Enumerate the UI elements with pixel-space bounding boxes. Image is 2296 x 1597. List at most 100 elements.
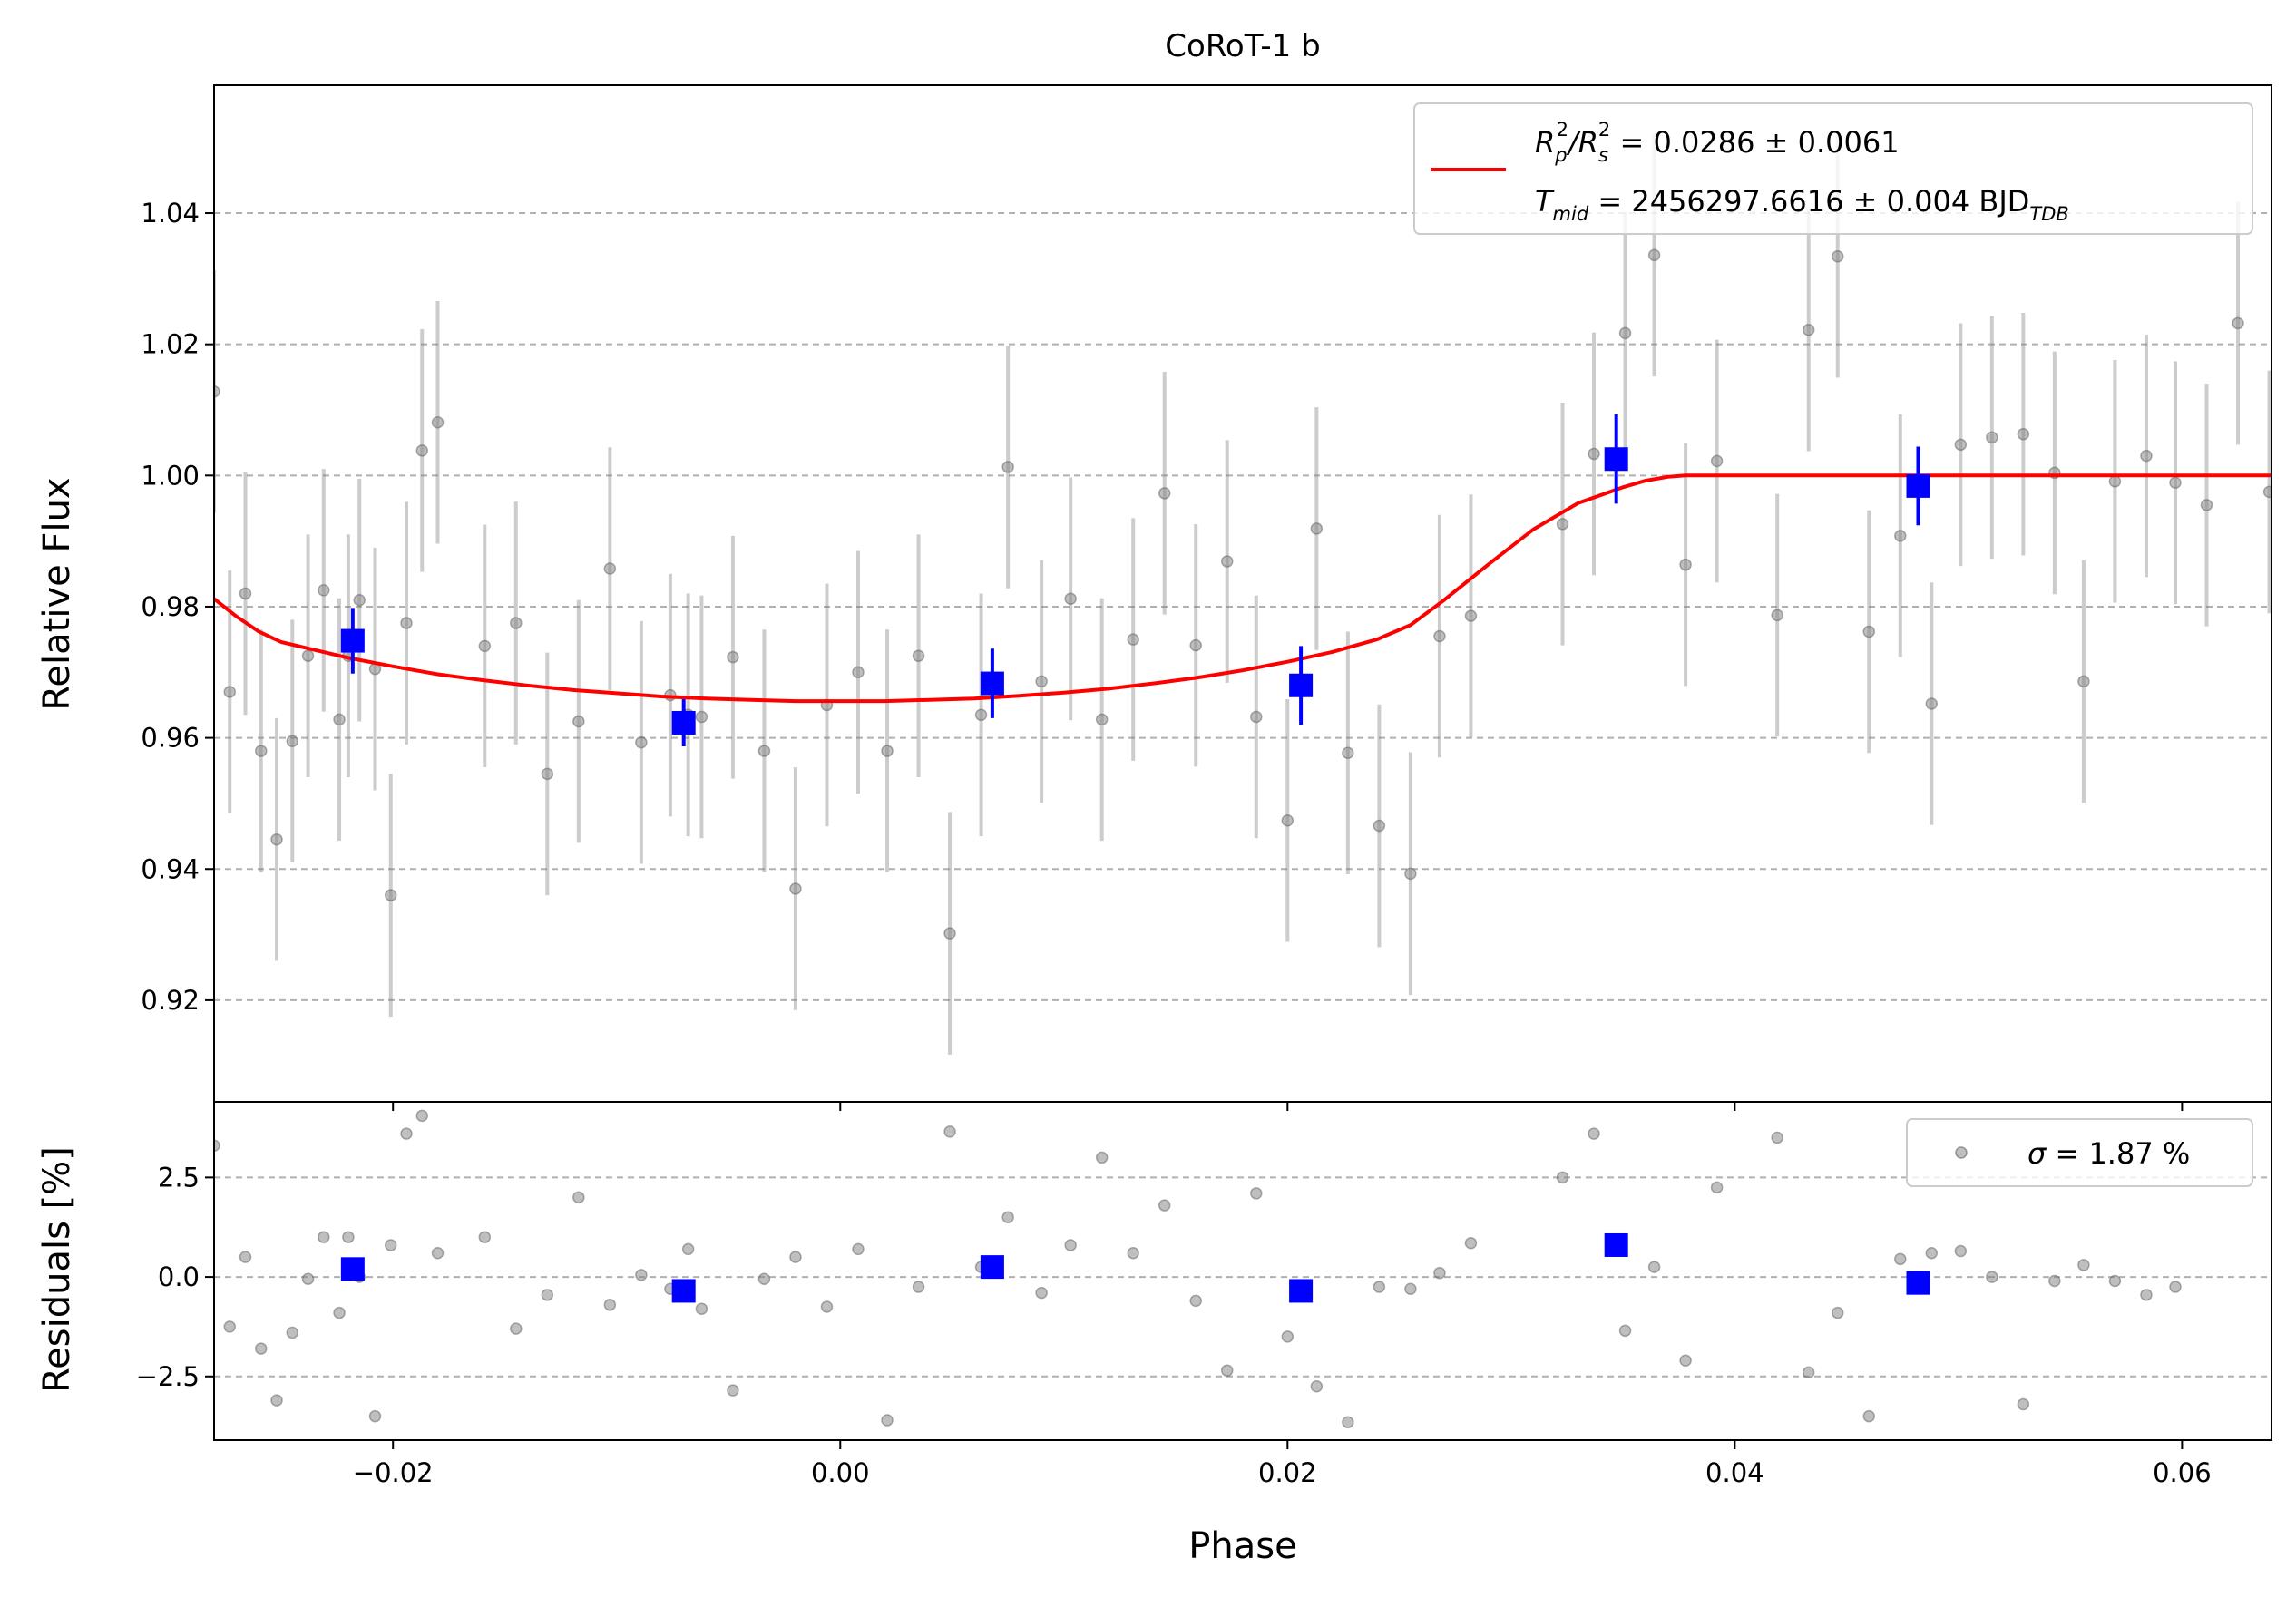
raw-data-point [1342, 746, 1354, 759]
x-tick-label: 0.06 [2153, 1457, 2212, 1488]
main-y-axis-label: Relative Flux [36, 477, 78, 710]
raw-residual-point [1064, 1239, 1077, 1251]
raw-data-point [2262, 485, 2272, 499]
raw-data-point [1556, 518, 1569, 531]
raw-residual-point [214, 1139, 220, 1153]
raw-data-point [2140, 449, 2153, 463]
raw-residual-point [1862, 1409, 1876, 1423]
raw-data-point [1802, 324, 1815, 336]
legend-entry-depth: Rp2/Rs2 = 0.0286 ± 0.0061 [1535, 119, 1900, 166]
residual-y-ticks: −2.5 0.0 2.5 [136, 1162, 214, 1392]
raw-residual-point [286, 1326, 299, 1339]
raw-residual-point [1647, 1261, 1661, 1273]
raw-residual-point [1404, 1282, 1417, 1295]
binned-data-points [340, 414, 1930, 747]
raw-residual-point [342, 1231, 355, 1243]
raw-residual-point [943, 1125, 956, 1138]
raw-residual-point [727, 1384, 739, 1397]
raw-residual-point [431, 1247, 445, 1260]
raw-residual-point [2048, 1274, 2061, 1288]
raw-residual-point [415, 1109, 429, 1123]
raw-residual-point [1342, 1416, 1354, 1429]
raw-data-point [1986, 431, 1998, 444]
raw-residual-point [478, 1231, 492, 1243]
residual-x-ticks: −0.02 0.00 0.02 0.04 0.06 [353, 1440, 2212, 1488]
main-y-tick-label: 1.00 [141, 460, 200, 491]
x-tick-label: 0.02 [1258, 1457, 1317, 1488]
binned-data-point [1289, 673, 1314, 697]
raw-data-point [333, 713, 346, 726]
binned-data-point [1604, 447, 1628, 472]
raw-residual-point [2140, 1289, 2153, 1301]
raw-data-point [385, 889, 397, 901]
raw-residual-point [368, 1409, 382, 1423]
binned-data-point [340, 628, 365, 653]
binned-data-point [980, 671, 1004, 696]
main-y-ticks: 0.92 0.94 0.96 0.98 1.00 1.02 1.04 [141, 198, 214, 1016]
raw-data-point [1250, 710, 1263, 724]
raw-residual-point [1986, 1271, 1998, 1283]
chart-title: CoRoT-1 b [1165, 28, 1320, 64]
residual-y-tick-label: −2.5 [136, 1361, 200, 1392]
raw-data-point [1095, 713, 1109, 726]
raw-residual-point [1831, 1306, 1844, 1319]
residual-legend-box [1906, 1118, 2253, 1187]
binned-residual-point [980, 1255, 1004, 1280]
raw-residual-point [223, 1320, 237, 1333]
raw-data-point [415, 444, 429, 457]
raw-residual-point [510, 1322, 523, 1335]
raw-data-point [1464, 609, 1478, 622]
raw-data-point [695, 710, 708, 724]
main-panel: 0.92 0.94 0.96 0.98 1.00 1.02 1.04 Relative Fl… [36, 84, 2272, 1111]
raw-residual-point [1310, 1380, 1324, 1393]
raw-residual-point [1894, 1252, 1907, 1266]
raw-data-point [1404, 867, 1417, 881]
raw-data-point [1127, 633, 1139, 646]
model-line [214, 473, 2272, 704]
raw-data-point [1281, 813, 1295, 827]
raw-residual-point [301, 1272, 315, 1286]
raw-data-point [974, 708, 988, 722]
main-x-ticks [392, 1102, 2184, 1111]
main-y-tick-label: 0.92 [141, 985, 200, 1016]
raw-data-point [301, 649, 315, 662]
main-y-tick-label: 1.04 [141, 198, 200, 229]
raw-data-point [912, 649, 925, 662]
raw-data-point [353, 593, 366, 607]
raw-residual-point [912, 1281, 925, 1293]
residual-legend-text: σ = 1.87 % [2027, 1136, 2190, 1171]
raw-data-point [1035, 675, 1048, 688]
raw-data-point [1064, 592, 1077, 606]
raw-data-point [270, 833, 283, 846]
raw-data-point [541, 767, 554, 781]
raw-residual-point [852, 1242, 865, 1256]
residual-y-axis-label: Residuals [%] [36, 1146, 78, 1393]
raw-residual-point [1618, 1324, 1632, 1338]
raw-data-point [2232, 316, 2244, 330]
binned-residual-point [340, 1257, 365, 1281]
raw-data-point [318, 584, 330, 597]
raw-data-point [2077, 675, 2090, 688]
raw-data-point [255, 745, 268, 757]
raw-data-point [2200, 499, 2213, 511]
raw-data-point [510, 617, 523, 629]
raw-residual-point [400, 1127, 413, 1140]
raw-data-point [572, 715, 585, 728]
raw-data-point [400, 617, 413, 629]
raw-data-point [1433, 629, 1446, 643]
main-y-tick-label: 1.02 [141, 329, 200, 360]
residual-axes-frame [213, 1101, 2272, 1441]
raw-residual-point [1189, 1294, 1202, 1308]
binned-residual-point [1906, 1271, 1930, 1295]
raw-residual-point [318, 1231, 330, 1243]
binned-data-point [1906, 473, 1930, 498]
raw-residual-point [541, 1289, 554, 1301]
raw-residual-point [572, 1191, 585, 1204]
raw-residual-point [2017, 1397, 2030, 1411]
raw-residual-point [1001, 1211, 1014, 1224]
binned-residual-point [1604, 1232, 1628, 1257]
raw-residual-point [2169, 1281, 2182, 1293]
main-legend-box [1413, 102, 2253, 235]
raw-data-point [2169, 476, 2182, 490]
